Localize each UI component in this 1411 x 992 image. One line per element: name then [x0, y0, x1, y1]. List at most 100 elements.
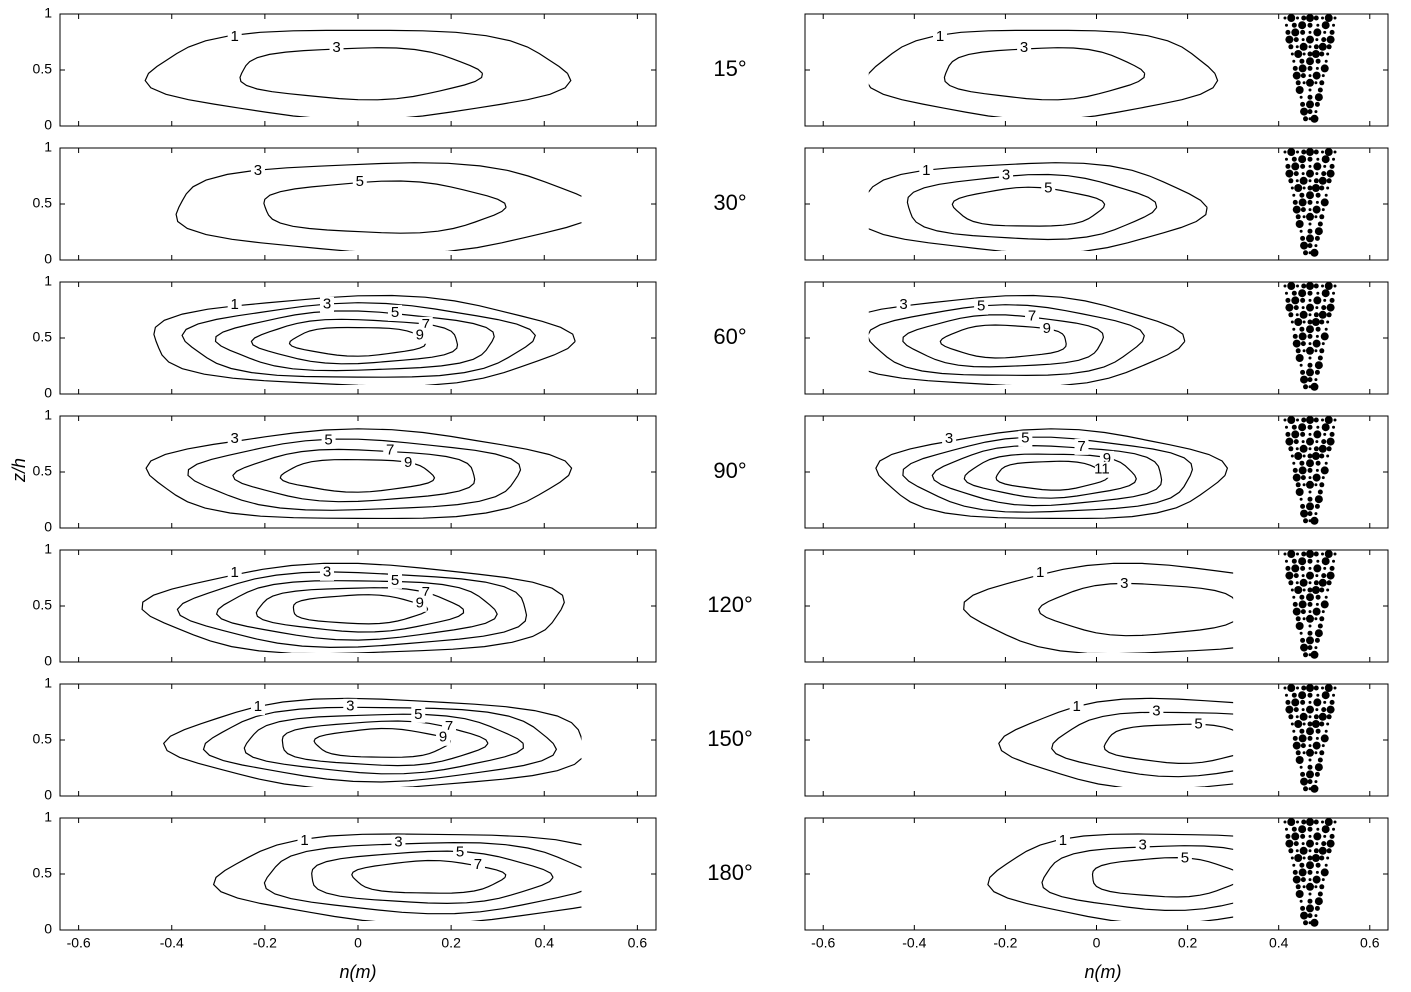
y-tick-label: 0.5 [33, 61, 53, 77]
contour-label-bg [1074, 438, 1089, 455]
jet-bubble [1300, 699, 1306, 705]
jet-bubble [1324, 729, 1328, 733]
contour-label: 1 [1072, 698, 1080, 715]
contours [212, 833, 582, 922]
jet-bubble [1306, 303, 1314, 312]
jet-bubble [1299, 497, 1303, 501]
jet-bubble [1290, 186, 1294, 190]
jet-bubble [1307, 913, 1313, 919]
jet-bubble [1307, 467, 1313, 473]
jet-bubble [1292, 875, 1301, 884]
jet-bubble [1321, 691, 1330, 700]
jet-bubble [1321, 476, 1325, 480]
jet-bubble [1288, 178, 1294, 184]
contour-label-bg [227, 29, 242, 46]
jet-bubble [1324, 595, 1328, 599]
jet-bubble [1306, 346, 1314, 355]
jet-bubble [1324, 59, 1328, 63]
jet-bubble [1329, 699, 1335, 705]
jet-bubble [1283, 150, 1287, 154]
jet-bubble [1315, 594, 1321, 600]
jet-bubble [1314, 227, 1323, 236]
jet-bubble [1319, 185, 1325, 191]
y-tick-label: 0.5 [33, 329, 53, 345]
jet-bubble [1308, 164, 1312, 168]
jet-bubble [1294, 318, 1303, 326]
jet-bubble [1321, 423, 1330, 432]
jet-bubble [1306, 148, 1314, 156]
jet-bubble [1302, 81, 1306, 85]
jet-bubble [1294, 50, 1303, 58]
jet-bubble [1306, 14, 1314, 22]
jet-bubble [1317, 355, 1323, 361]
jet-bubble [1308, 45, 1312, 49]
jet-bubble [1315, 192, 1321, 198]
jet-bubble [1321, 150, 1324, 154]
jet-bubble [1308, 581, 1312, 585]
panel: 3 5 7 911 [804, 415, 1389, 529]
jet-bubble [1306, 57, 1314, 66]
contour-label: 1 [1036, 564, 1044, 581]
jet-bubble [1308, 878, 1312, 882]
jet-bubble [1292, 735, 1298, 741]
contour-label: 7 [1028, 308, 1036, 325]
jet-bubble [1307, 587, 1313, 593]
contour-label-bg [320, 564, 335, 581]
panel-angle: 60° [713, 324, 746, 349]
jet-bubble [1332, 291, 1336, 295]
jet-bubble [1333, 686, 1337, 690]
jet-bubble [1307, 721, 1313, 727]
jet-bubble [1300, 101, 1306, 107]
jet-bubble [1307, 94, 1313, 100]
jet-bubble [1295, 890, 1304, 898]
contour-label: 3 [323, 564, 331, 581]
jet-bubble [1302, 186, 1306, 190]
jet-bubble [1292, 65, 1298, 71]
contour-label-bg [1017, 40, 1032, 57]
jet-bubble [1300, 911, 1309, 920]
jet-bubble [1290, 454, 1294, 458]
jet-bubble [1314, 914, 1318, 918]
jet-bubble [1321, 74, 1325, 78]
jet-bubble [1314, 93, 1323, 102]
panel: -0.6 -0.4 -0.2 0 0.2 0.4 0.6 1 3 5 [804, 817, 1389, 951]
jet-bubble [1307, 692, 1313, 698]
jet-bubble [1292, 601, 1298, 607]
jet-bubble [1291, 424, 1297, 430]
jet-bubble [1321, 557, 1330, 566]
y-tick-label: 1 [44, 407, 52, 423]
jet-bubble [1301, 417, 1307, 423]
jet-bubble [1321, 305, 1327, 311]
contour-label: 1 [254, 698, 262, 715]
jet-bubble [1307, 156, 1313, 162]
panel-angle: 150° [707, 726, 753, 751]
contour-label: 3 [1002, 167, 1010, 184]
contour-label-bg [1018, 430, 1033, 447]
contour-label-bg [896, 297, 911, 314]
jet-bubble [1299, 42, 1308, 51]
jet-bubble [1314, 503, 1320, 509]
jet-bubble [1308, 342, 1312, 346]
contour-label: 5 [356, 173, 364, 190]
jet-bubble [1310, 918, 1319, 927]
jet-bubble [1326, 848, 1332, 854]
jet-bubble [1307, 779, 1313, 785]
jet-bubble [1323, 834, 1327, 838]
jet-bubble [1306, 550, 1314, 558]
jet-bubble [1299, 765, 1303, 769]
jet-bubble [1300, 877, 1306, 883]
jet-bubble [1307, 453, 1313, 459]
jet-bubble [1291, 156, 1297, 162]
jet-bubble [1306, 416, 1314, 424]
jet-bubble [1308, 849, 1312, 853]
jet-bubble [1298, 466, 1307, 475]
contour-label: 7 [422, 584, 430, 601]
jet-bubble [1312, 741, 1321, 750]
y-tick-label: 1 [44, 541, 52, 557]
jet-bubble [1326, 437, 1335, 446]
jet-bubble [1306, 727, 1314, 736]
contour-label-bg [919, 163, 934, 180]
jet-bubble [1307, 764, 1313, 770]
jet-bubble [1296, 284, 1299, 288]
jet-bubble [1332, 559, 1336, 563]
